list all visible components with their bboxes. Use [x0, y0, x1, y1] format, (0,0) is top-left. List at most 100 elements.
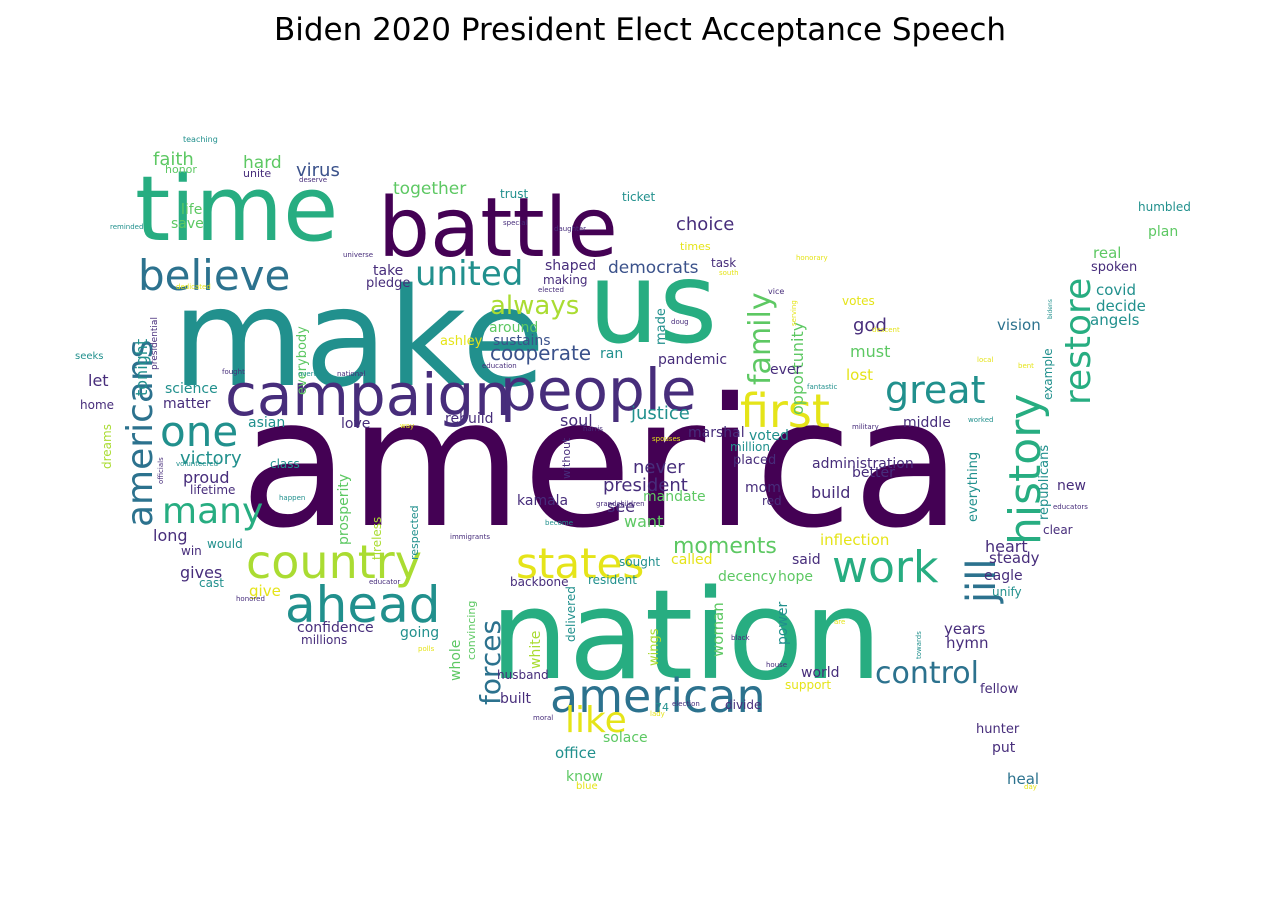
word-asian: asian — [248, 415, 285, 431]
word-ahead: ahead — [285, 576, 440, 634]
word-dreams: dreams — [100, 424, 114, 469]
word-life: life — [181, 202, 202, 218]
word-kamala: kamala — [517, 493, 568, 509]
word-pledge: pledge — [366, 276, 410, 291]
word-everything: everything — [966, 452, 981, 522]
word-justice: justice — [630, 403, 690, 424]
word-rebuild: rebuild — [445, 411, 494, 427]
word-volunteered: volunteered — [176, 460, 218, 468]
word-power: power — [775, 601, 791, 645]
word-said: said — [792, 552, 821, 568]
word-ticket: ticket — [622, 190, 656, 204]
word-angels: angels — [1090, 311, 1140, 329]
word-victory: victory — [180, 448, 242, 469]
word-educator: educator — [369, 578, 400, 586]
word-give: give — [249, 582, 281, 600]
word-put: put — [992, 740, 1016, 756]
word-soul: soul — [560, 411, 593, 430]
word-task: task — [711, 256, 736, 270]
word-making: making — [543, 273, 588, 287]
word-lady: lady — [650, 710, 665, 718]
word-grandchildren: grandchildren — [596, 500, 645, 508]
word-built: built — [500, 691, 532, 707]
word-let: let — [88, 371, 109, 390]
word-opportunity: opportunity — [788, 322, 807, 415]
word-officials: officials — [157, 457, 165, 484]
word-humbled: humbled — [1138, 200, 1191, 214]
word-matter: matter — [163, 396, 211, 412]
word-placed: placed — [733, 453, 776, 468]
word-election: election — [672, 700, 700, 708]
word-daughter: daughter — [554, 225, 586, 233]
word-campaign: campaign — [225, 361, 511, 429]
word-better: better — [852, 465, 895, 481]
word-middle: middle — [903, 415, 951, 431]
word-win: win — [181, 544, 202, 558]
word-moments: moments — [673, 534, 777, 559]
word-many: many — [162, 491, 263, 532]
word-military: military — [852, 423, 879, 431]
word-mom: mom — [745, 480, 781, 496]
word-america: america — [240, 360, 962, 567]
word-solace: solace — [603, 730, 648, 746]
word-woman: woman — [709, 602, 727, 657]
word-states: states — [516, 539, 644, 588]
word-restore: restore — [1058, 278, 1099, 405]
word-sustains: sustains — [493, 333, 551, 349]
word-convincing: convincing — [465, 601, 478, 660]
word-reminded: reminded — [110, 223, 143, 231]
word-science: science — [165, 381, 218, 397]
word-teaching: teaching — [183, 135, 218, 144]
word-red: red — [762, 494, 782, 508]
word-covid: covid — [1096, 281, 1136, 299]
word-unify: unify — [992, 585, 1022, 599]
word-make: make — [172, 260, 545, 418]
word-ever: ever — [770, 362, 802, 378]
word-see: see — [607, 497, 635, 516]
word-votes: votes — [842, 294, 875, 308]
word-vice: vice — [768, 287, 784, 296]
word-united: united — [415, 254, 523, 294]
word-unite: unite — [243, 167, 271, 180]
word-delivered: delivered — [564, 586, 578, 642]
word-made: made — [654, 308, 669, 345]
word-backbone: backbone — [510, 575, 568, 589]
word-republicans: republicans — [1037, 445, 1052, 520]
word-fellow: fellow — [980, 682, 1019, 697]
word-called: called — [671, 552, 713, 568]
word-without: without — [560, 437, 573, 479]
word-heal: heal — [1007, 770, 1039, 788]
word-sought: sought — [619, 555, 660, 569]
word-whole: whole — [448, 640, 464, 681]
word-respected: respected — [408, 505, 421, 560]
word-million: million — [730, 440, 770, 454]
word-wings: wings — [647, 628, 662, 666]
word-inflection: inflection — [820, 531, 889, 549]
word-office: office — [555, 744, 596, 762]
word-blue: blue — [576, 781, 598, 792]
word-decency: decency — [718, 569, 777, 585]
word-hymn: hymn — [946, 634, 989, 652]
word-forces: forces — [474, 620, 507, 705]
word-lost: lost — [846, 366, 873, 384]
word-god: god — [853, 315, 887, 336]
word-going: going — [400, 625, 439, 641]
word-spoken: spoken — [1091, 260, 1137, 275]
word-everybody: everybody — [295, 326, 310, 395]
word-great: great — [885, 368, 985, 412]
word-south: south — [719, 269, 739, 277]
word-democrats: democrats — [608, 258, 699, 278]
word-administration: administration — [812, 456, 914, 472]
word-lifetime: lifetime — [190, 483, 235, 497]
word-take: take — [373, 263, 403, 279]
word-heart: heart — [985, 537, 1028, 556]
word-family: family — [743, 292, 778, 385]
word-must: must — [850, 342, 890, 361]
word-decide: decide — [1096, 297, 1146, 315]
word-first: first — [740, 384, 830, 438]
word-nation: nation — [490, 564, 882, 708]
word-bent: bent — [1018, 362, 1034, 370]
word-would: would — [207, 537, 243, 551]
word-spouses: spouses — [652, 435, 681, 443]
word-husband: husband — [497, 668, 549, 682]
